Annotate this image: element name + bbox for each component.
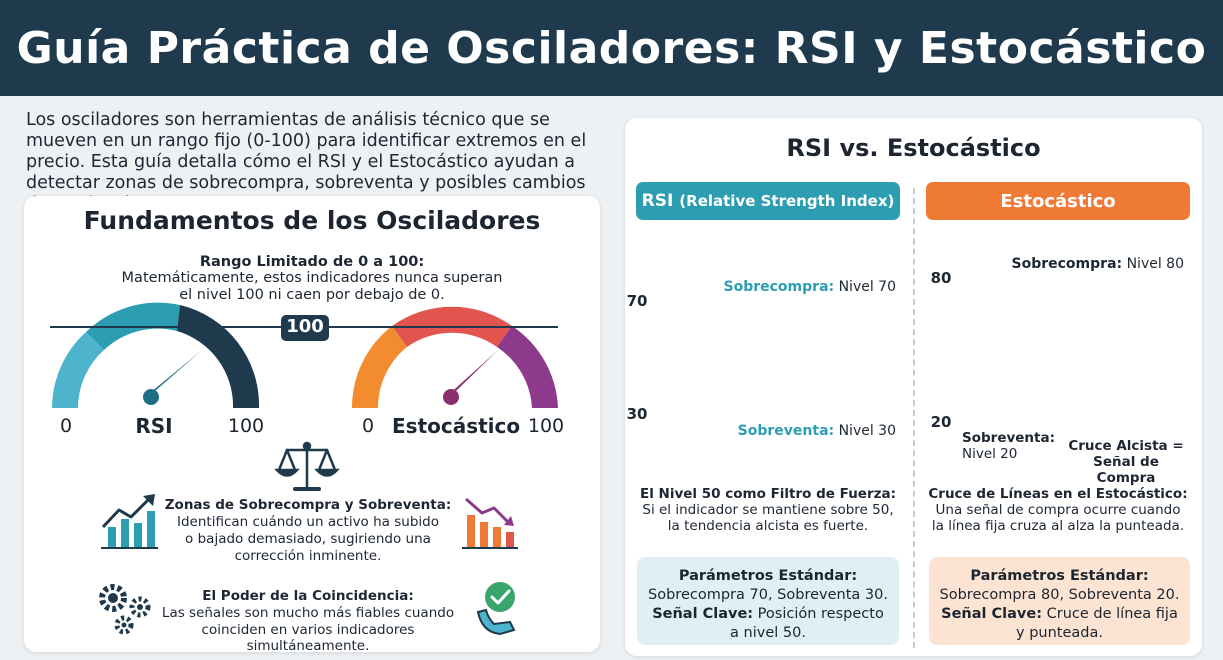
sto-cross-label-2: Señal de Compra (1093, 454, 1159, 486)
rsi-gauge-label: RSI (135, 414, 173, 438)
sto-note-text-2: la línea fija cruza al alza la punteada. (931, 518, 1185, 534)
stochastic-gauge (351, 306, 558, 408)
header-bar: Guía Práctica de Osciladores: RSI y Esto… (0, 0, 1223, 96)
rsi-pill: RSI (Relative Strength Index) (636, 182, 900, 220)
range-text-2: el nivel 100 ni caen por debajo de 0. (179, 287, 445, 303)
rsi-note-text-1: Si el indicador se mantiene sobre 50, (642, 502, 894, 518)
rsi-params-line: Sobrecompra 70, Sobreventa 30. (648, 587, 888, 603)
zones-title: Zonas de Sobrecompra y Sobreventa: (164, 497, 452, 513)
rsi-gauge (52, 302, 260, 408)
rsi-key-signal-2: a nivel 50. (730, 625, 806, 641)
fundamentals-title: Fundamentos de los Osciladores (83, 206, 541, 235)
rsi-note-text-2: la tendencia alcista es fuerte. (667, 518, 869, 534)
sto-gauge-min: 0 (361, 415, 375, 437)
comparison-divider (913, 188, 915, 648)
power-text-1: Las señales son mucho más fiables cuando (161, 605, 455, 621)
sto-note-text-1: Una señal de compra ocurre cuando (935, 502, 1181, 518)
rsi-params-box: Parámetros Estándar: Sobrecompra 70, Sob… (637, 557, 899, 645)
sto-cross-label-1: Cruce Alcista = (1068, 438, 1184, 454)
rsi-tick-30: 30 (626, 405, 648, 423)
hand-check-icon (476, 582, 516, 636)
sto-note-title: Cruce de Líneas en el Estocástico: (928, 486, 1188, 502)
comparison-title: RSI vs. Estocástico (786, 134, 1041, 162)
sto-tick-80: 80 (930, 269, 952, 287)
scale-icon (274, 441, 340, 491)
chart-up-icon (101, 494, 158, 549)
rsi-needle (145, 351, 201, 397)
sto-gauge-label: Estocástico (392, 414, 521, 438)
rsi-gauge-max: 100 (227, 415, 265, 437)
rsi-oversold-label: Sobreventa: Nivel 30 (737, 423, 896, 439)
page-title: Guía Práctica de Osciladores: RSI y Esto… (16, 22, 1207, 74)
rsi-overbought-label: Sobrecompra: Nivel 70 (723, 279, 896, 295)
zones-text-2: o bajado demasiado, sugiriendo una (185, 531, 431, 547)
stochastic-pill: Estocástico (926, 182, 1190, 220)
zones-text-1: Identifican cuándo un activo ha subido (177, 514, 439, 530)
range-text-1: Matemáticamente, estos indicadores nunca… (121, 270, 503, 286)
rsi-tick-70: 70 (626, 292, 648, 310)
sto-params-line: Sobrecompra 80, Sobreventa 20. (939, 587, 1180, 603)
sto-key-signal: Señal Clave: Cruce de línea fija (941, 606, 1178, 622)
badge-100-label: 100 (286, 316, 324, 337)
rsi-params-title: Parámetros Estándar: (678, 568, 858, 584)
chart-down-icon (462, 497, 518, 549)
sto-params-box: Parámetros Estándar: Sobrecompra 80, Sob… (929, 557, 1190, 645)
rsi-pill-main: RSI (641, 191, 674, 211)
sto-tick-20: 20 (930, 413, 952, 431)
sto-gauge-max: 100 (527, 415, 565, 437)
sto-overbought-label: Sobrecompra: Nivel 80 (1011, 256, 1184, 272)
power-text-2: coinciden en varios indicadores simultán… (201, 622, 415, 654)
rsi-pill-sub: (Relative Strength Index) (679, 192, 895, 210)
sto-key-signal-2: y punteada. (1016, 625, 1103, 641)
range-title: Rango Limitado de 0 a 100: (199, 254, 425, 270)
gears-icon (99, 584, 151, 635)
badge-100 (281, 315, 329, 341)
power-title: El Poder de la Coincidencia: (202, 588, 414, 604)
fundamentals-card (24, 196, 600, 652)
rsi-note-title: El Nivel 50 como Filtro de Fuerza: (640, 486, 896, 502)
zones-text-3: corrección inminente. (234, 548, 382, 564)
sto-oversold-label: Sobreventa: (962, 430, 1056, 446)
sto-params-title: Parámetros Estándar: (970, 568, 1149, 584)
rsi-gauge-min: 0 (59, 415, 73, 437)
rsi-key-signal: Señal Clave: Posición respecto (652, 606, 884, 622)
sto-oversold-level: Nivel 20 (962, 446, 1018, 462)
stochastic-needle (446, 350, 498, 397)
